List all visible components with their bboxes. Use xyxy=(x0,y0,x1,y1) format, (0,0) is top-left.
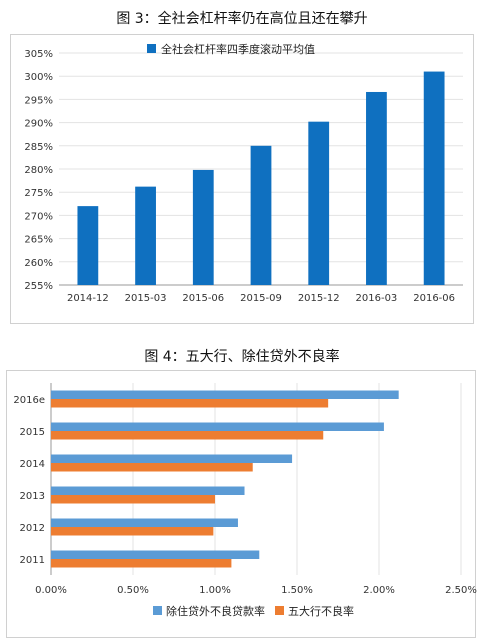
y-tick-label: 2015 xyxy=(20,427,45,438)
legend-label: 全社会杠杆率四季度滚动平均值 xyxy=(161,42,315,56)
legend-swatch xyxy=(147,44,156,53)
x-tick-label: 2.50% xyxy=(445,585,477,596)
bar-2015-06 xyxy=(192,169,214,285)
bar-2012-series-1 xyxy=(51,518,238,527)
bar-2011-series-2 xyxy=(51,559,232,568)
y-tick-label: 280% xyxy=(24,165,53,176)
npl-chart-panel: 0.00% 0.50% 1.00% 1.50% 2.00% 2.50% 2016e 2015 2… xyxy=(6,370,477,638)
x-tick-label: 2016-03 xyxy=(356,293,398,304)
npl-horizontal-bar-chart: 0.00% 0.50% 1.00% 1.50% 2.00% 2.50% 2016e 2015 2… xyxy=(13,383,477,618)
x-tick-label: 1.50% xyxy=(281,585,313,596)
y-tick-label: 285% xyxy=(24,142,53,153)
bar-2015-03 xyxy=(135,186,156,285)
leverage-chart-panel: 255% 260% 265% 270% 275% 280% 285% 290% 295% 300%… xyxy=(10,34,474,324)
y-tick-label: 2014 xyxy=(20,459,45,470)
bar-2015-12 xyxy=(308,121,330,285)
bar-2014-series-1 xyxy=(51,454,293,463)
bar-2014-series-2 xyxy=(51,463,253,472)
figure-4-caption: 图 4：五大行、除住贷外不良率 xyxy=(144,349,340,365)
bar-2013-series-1 xyxy=(51,486,245,495)
legend-label: 除住贷外不良贷款率 xyxy=(166,604,265,618)
legend-swatch xyxy=(275,606,284,615)
y-tick-label: 2013 xyxy=(20,491,45,502)
y-tick-label: 265% xyxy=(24,235,53,246)
x-tick-label: 2015-06 xyxy=(182,293,224,304)
y-tick-label: 270% xyxy=(24,211,53,222)
y-tick-label: 295% xyxy=(24,95,53,106)
x-tick-label: 2015-12 xyxy=(298,293,340,304)
bar-2016-06 xyxy=(423,71,445,285)
y-tick-label: 300% xyxy=(24,72,53,83)
bar-2015-09 xyxy=(250,145,272,285)
bar-2013-series-2 xyxy=(51,495,215,504)
y-tick-label: 2011 xyxy=(20,555,45,566)
y-tick-label: 305% xyxy=(24,49,53,60)
legend-swatch xyxy=(153,606,162,615)
y-tick-label: 2012 xyxy=(20,523,45,534)
x-tick-label: 1.00% xyxy=(199,585,231,596)
bar-2015-series-2 xyxy=(51,431,324,440)
bar-2011-series-1 xyxy=(51,550,260,559)
y-tick-label: 290% xyxy=(24,119,53,130)
bar-2012-series-2 xyxy=(51,527,214,536)
x-tick-label: 0.00% xyxy=(35,585,67,596)
legend-label: 五大行不良率 xyxy=(288,604,354,618)
y-tick-label: 255% xyxy=(24,281,53,292)
x-tick-label: 0.50% xyxy=(117,585,149,596)
x-tick-label: 2.00% xyxy=(363,585,395,596)
x-tick-label: 2016-06 xyxy=(413,293,455,304)
bar-2016e-series-2 xyxy=(51,399,329,408)
bar-2016e-series-1 xyxy=(51,390,399,399)
y-tick-label: 275% xyxy=(24,188,53,199)
x-tick-label: 2015-03 xyxy=(125,293,167,304)
figure-3-caption: 图 3：全社会杠杆率仍在高位且还在攀升 xyxy=(116,11,368,27)
bar-2015-series-1 xyxy=(51,422,384,431)
bar-2016-03 xyxy=(366,91,387,285)
leverage-bar-chart: 255% 260% 265% 270% 275% 280% 285% 290% 295% 300%… xyxy=(24,42,463,304)
x-tick-label: 2014-12 xyxy=(67,293,109,304)
x-tick-label: 2015-09 xyxy=(240,293,282,304)
bar-2014-12 xyxy=(77,206,99,285)
y-tick-label: 2016e xyxy=(13,395,45,406)
y-tick-label: 260% xyxy=(24,258,53,269)
